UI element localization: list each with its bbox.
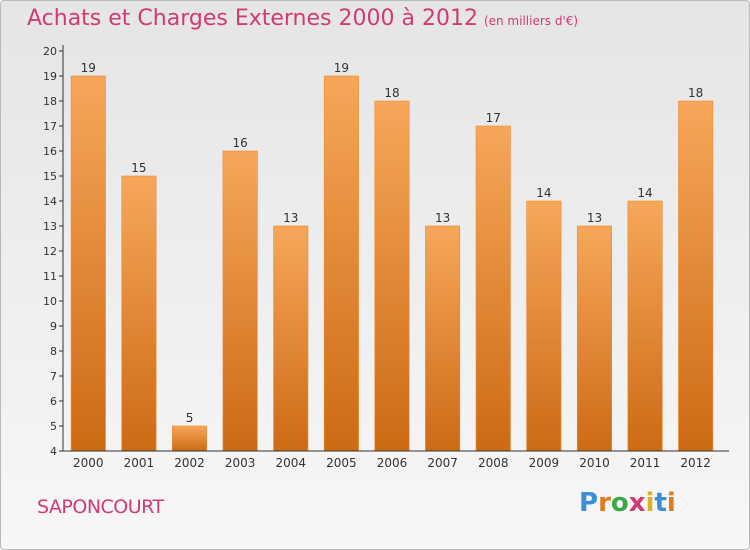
bar-2005 xyxy=(323,75,359,452)
bar-2004 xyxy=(273,225,309,452)
y-tick-label-5: 5 xyxy=(50,420,57,433)
y-tick-label-13: 13 xyxy=(43,220,57,233)
data-label-2002: 5 xyxy=(186,411,194,425)
data-label-2011: 14 xyxy=(637,186,652,200)
bar-2009 xyxy=(526,200,562,452)
x-tick-label-2010: 2010 xyxy=(579,456,610,470)
logo-letter: t xyxy=(654,488,667,518)
data-label-2008: 17 xyxy=(486,111,501,125)
bar-2011 xyxy=(627,200,663,452)
town-name: SAPONCOURT xyxy=(37,496,164,518)
bar-2012 xyxy=(678,100,714,452)
data-label-2005: 19 xyxy=(334,61,349,75)
x-tick-label-2000: 2000 xyxy=(73,456,104,470)
y-tick-label-15: 15 xyxy=(43,170,57,183)
data-label-2000: 19 xyxy=(81,61,96,75)
data-label-2009: 14 xyxy=(536,186,551,200)
bar-2007 xyxy=(425,225,461,452)
y-tick-label-14: 14 xyxy=(43,195,57,208)
y-tick-label-10: 10 xyxy=(43,295,57,308)
bar-2001 xyxy=(121,175,157,452)
y-tick-label-18: 18 xyxy=(43,95,57,108)
y-tick-label-11: 11 xyxy=(43,270,57,283)
x-tick-label-2004: 2004 xyxy=(275,456,306,470)
data-label-2001: 15 xyxy=(131,161,146,175)
data-label-2004: 13 xyxy=(283,211,298,225)
logo-letter: o xyxy=(610,488,629,518)
bar-2008 xyxy=(475,125,511,452)
proxiti-logo: Proxiti xyxy=(579,488,676,518)
x-tick-label-2007: 2007 xyxy=(427,456,458,470)
bars-layer: 19 15 5 16 13 19 18 13 17 14 13 14 18 xyxy=(70,61,714,452)
bar-2002 xyxy=(172,425,208,452)
logo-letter: x xyxy=(628,488,646,518)
data-label-2006: 18 xyxy=(384,86,399,100)
x-tick-label-2008: 2008 xyxy=(478,456,509,470)
logo-letter: r xyxy=(598,488,611,518)
x-tick-label-2006: 2006 xyxy=(377,456,408,470)
y-tick-label-8: 8 xyxy=(50,345,57,358)
bar-2000 xyxy=(70,75,106,452)
x-tick-label-2002: 2002 xyxy=(174,456,205,470)
axis-layer: 2000 2001 2002 2003 2004 2005 2006 2007 2008 2009… xyxy=(43,45,729,470)
y-tick-label-17: 17 xyxy=(43,120,57,133)
bar-2006 xyxy=(374,100,410,452)
y-tick-label-6: 6 xyxy=(50,395,57,408)
data-label-2007: 13 xyxy=(435,211,450,225)
data-label-2012: 18 xyxy=(688,86,703,100)
y-tick-label-20: 20 xyxy=(43,45,57,58)
x-tick-label-2011: 2011 xyxy=(630,456,661,470)
chart-title-text: Achats et Charges Externes 2000 à 2012 xyxy=(27,6,478,31)
chart-unit: (en milliers d'€) xyxy=(483,14,579,28)
logo-letter: i xyxy=(666,488,676,518)
data-label-2010: 13 xyxy=(587,211,602,225)
x-tick-label-2005: 2005 xyxy=(326,456,357,470)
bar-2003 xyxy=(222,150,258,452)
x-tick-label-2012: 2012 xyxy=(680,456,711,470)
chart-title: Achats et Charges Externes 2000 à 2012 (e… xyxy=(27,6,578,31)
y-tick-label-4: 4 xyxy=(50,445,57,458)
x-tick-label-2001: 2001 xyxy=(124,456,155,470)
logo-letter: P xyxy=(579,488,599,518)
y-tick-label-19: 19 xyxy=(43,70,57,83)
y-tick-label-9: 9 xyxy=(50,320,57,333)
x-tick-label-2009: 2009 xyxy=(529,456,560,470)
x-tick-label-2003: 2003 xyxy=(225,456,256,470)
y-tick-label-16: 16 xyxy=(43,145,57,158)
logo-letter: i xyxy=(645,488,655,518)
data-label-2003: 16 xyxy=(233,136,248,150)
bar-2010 xyxy=(576,225,612,452)
y-tick-label-7: 7 xyxy=(50,370,57,383)
y-tick-label-12: 12 xyxy=(43,245,57,258)
